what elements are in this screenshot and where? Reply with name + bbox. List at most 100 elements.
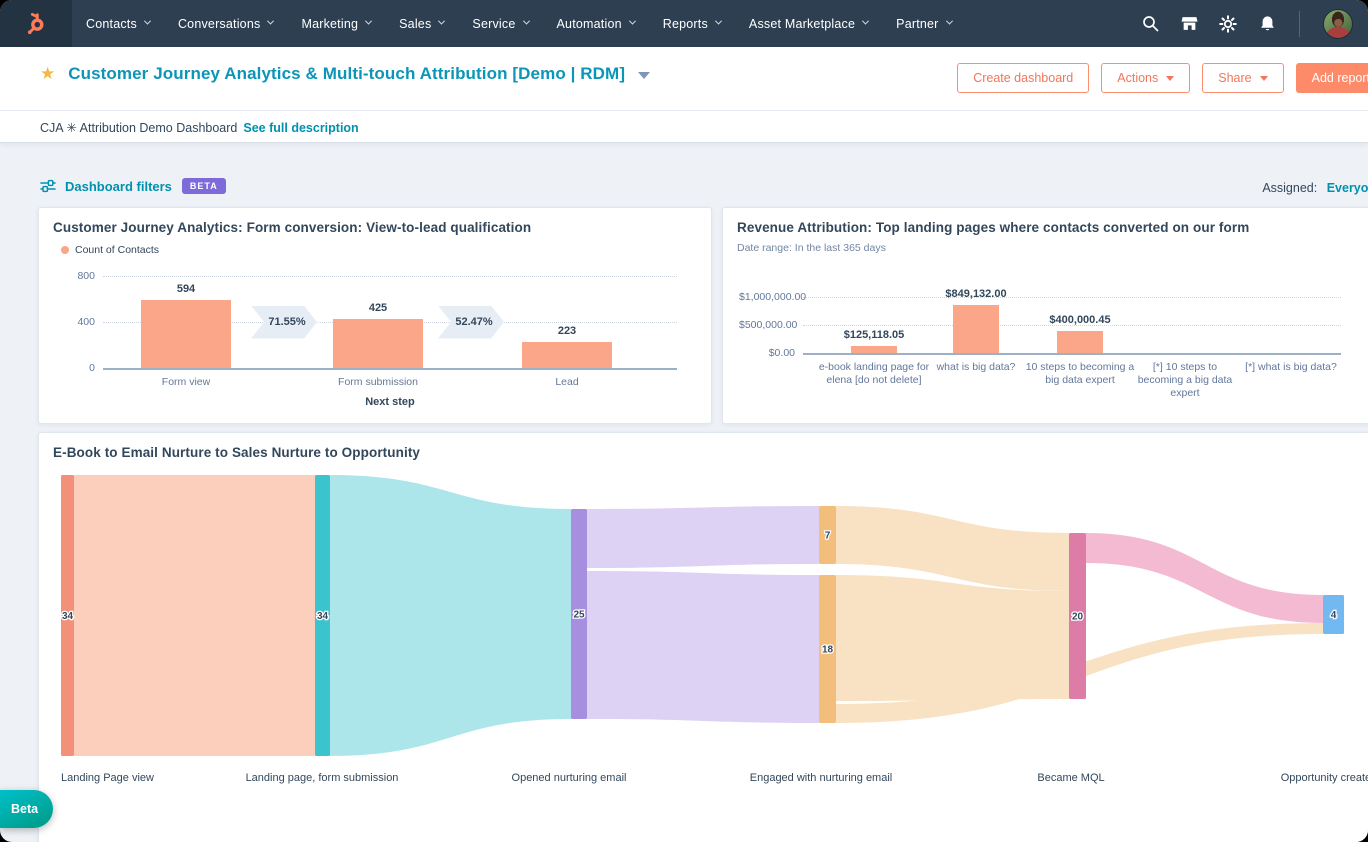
- revenue-attribution-chart: $0.00 $500,000.00 $1,000,000.00 $125,118.05…: [739, 288, 1368, 419]
- hubspot-logo[interactable]: [0, 0, 72, 47]
- nav-item-label: Asset Marketplace: [748, 16, 856, 31]
- sankey-node-n4b[interactable]: [819, 575, 836, 723]
- legend-label: Count of Contacts: [75, 244, 160, 256]
- legend-dot: [61, 246, 69, 254]
- sankey-link-n3-n4a[interactable]: [587, 506, 819, 568]
- gridline: [803, 297, 1341, 298]
- nav-item-label: Conversations: [177, 16, 261, 31]
- top-nav: Contacts Conversations Marketing Sales Servi…: [0, 0, 1368, 47]
- bar-1[interactable]: [851, 345, 897, 353]
- assigned-value-link[interactable]: Everyone can: [1326, 181, 1368, 195]
- nav-item-reports[interactable]: Reports: [663, 17, 722, 31]
- sankey-link-n1-n2[interactable]: [74, 475, 315, 756]
- see-full-description-link[interactable]: See full description: [243, 120, 359, 135]
- sankey-node-value: 34: [62, 611, 74, 622]
- sankey-node-n3[interactable]: [571, 509, 587, 719]
- nav-item-conversations[interactable]: Conversations: [177, 16, 275, 31]
- sankey-stage-label: Engaged with nurturing email: [750, 772, 892, 784]
- sankey-node-value: 18: [822, 645, 834, 656]
- actions-button[interactable]: Actions: [1101, 63, 1191, 93]
- bar-2[interactable]: [333, 319, 423, 368]
- sankey-link-n5-n6[interactable]: [1086, 533, 1323, 623]
- y-tick-label: 400: [77, 316, 95, 328]
- settings-icon[interactable]: [1219, 14, 1237, 33]
- x-axis-title: Next step: [365, 396, 415, 408]
- sankey-link-n4b-n5[interactable]: [836, 575, 1069, 701]
- marketplace-icon[interactable]: [1180, 15, 1198, 33]
- report-title: Customer Journey Analytics: Form convers…: [53, 220, 532, 235]
- assigned-row: Assigned: Everyone can: [1262, 181, 1368, 195]
- chevron-down-icon: [365, 17, 373, 25]
- chevron-down-icon: [628, 17, 636, 25]
- caret-down-icon: [1166, 75, 1175, 81]
- create-dashboard-button[interactable]: Create dashboard: [957, 63, 1090, 93]
- sankey-link-n4a-n5[interactable]: [836, 506, 1069, 591]
- sankey-stage-label: Became MQL: [1037, 772, 1104, 784]
- nav-item-automation[interactable]: Automation: [557, 17, 636, 31]
- journey-sankey-chart: 34 34 25 7 18 20 4 Landing Page view Landing pag…: [61, 475, 1368, 784]
- report-card-journey-sankey: E-Book to Email Nurture to Sales Nurture…: [38, 432, 1368, 842]
- sankey-node-n1[interactable]: [61, 475, 74, 756]
- bar-2[interactable]: [953, 305, 999, 353]
- bar-value-label: $400,000.45: [1049, 313, 1111, 326]
- beta-pill-button[interactable]: Beta: [0, 790, 54, 828]
- report-card-revenue-attribution: Revenue Attribution: Top landing pages w…: [722, 207, 1368, 424]
- nav-item-sales[interactable]: Sales: [399, 16, 446, 31]
- chevron-down-icon: [945, 17, 953, 25]
- bar-value-label: 223: [557, 325, 577, 338]
- nav-item-label: Partner: [896, 16, 939, 31]
- dashboard-filters-row: Dashboard filters BETA: [40, 178, 226, 194]
- nav-item-label: Service: [472, 16, 516, 31]
- header-divider: [0, 110, 1368, 111]
- dashboard-switcher-caret-icon[interactable]: [638, 72, 651, 79]
- x-axis-line: [803, 353, 1341, 355]
- x-category-label: Lead: [555, 376, 579, 388]
- dashboard-filters-toggle[interactable]: Dashboard filters: [65, 178, 172, 194]
- sankey-node-value: 34: [317, 611, 329, 622]
- bar-value-label: $849,132.00: [945, 288, 1007, 301]
- filters-icon: [40, 179, 56, 193]
- sankey-link-n2-n3[interactable]: [330, 475, 571, 756]
- add-report-label: Add report: [1311, 71, 1368, 85]
- favorite-star-icon[interactable]: ★: [40, 64, 56, 83]
- date-range-label: Date range: In the last 365 days: [737, 242, 886, 254]
- beta-badge: BETA: [181, 178, 226, 194]
- nav-item-contacts[interactable]: Contacts: [86, 16, 151, 31]
- y-tick-label: 0: [89, 362, 95, 374]
- actions-label: Actions: [1117, 71, 1159, 85]
- nav-item-marketing[interactable]: Marketing: [301, 17, 373, 31]
- nav-item-partner[interactable]: Partner: [896, 16, 953, 31]
- nav-menu: Contacts Conversations Marketing Sales Servi…: [86, 16, 953, 31]
- user-avatar[interactable]: [1323, 8, 1353, 39]
- sankey-node-n6[interactable]: [1323, 595, 1344, 634]
- title-row: ★ Customer Journey Analytics & Multi-tou…: [40, 64, 651, 84]
- hubspot-sprocket-icon: [27, 12, 44, 34]
- chevron-down-icon: [267, 17, 275, 25]
- chevron-down-icon: [714, 17, 722, 25]
- bar-3[interactable]: [522, 342, 612, 368]
- nav-item-label: Sales: [399, 16, 432, 31]
- bar-1[interactable]: [141, 299, 231, 368]
- page-title: Customer Journey Analytics & Multi-touch…: [68, 64, 626, 83]
- add-report-button[interactable]: Add report: [1295, 63, 1368, 93]
- nav-item-service[interactable]: Service: [472, 16, 530, 31]
- x-category-label: Form submission: [338, 376, 418, 388]
- x-category-label: Form view: [161, 376, 211, 388]
- sankey-node-n5[interactable]: [1069, 533, 1086, 699]
- conversion-rate-badge: 52.47%: [438, 305, 504, 339]
- sankey-node-n4a[interactable]: [819, 506, 836, 564]
- bar-value-label: 594: [176, 282, 196, 295]
- x-category-label: [*] 10 steps to becoming a big data expe…: [1137, 361, 1233, 399]
- gridline: [803, 325, 1341, 326]
- sankey-node-n2[interactable]: [315, 475, 330, 756]
- notifications-icon[interactable]: [1258, 15, 1276, 33]
- search-icon[interactable]: [1141, 15, 1159, 33]
- share-button[interactable]: Share: [1202, 63, 1284, 93]
- nav-item-label: Contacts: [86, 16, 137, 31]
- sankey-stage-label: Landing page, form submission: [246, 772, 399, 784]
- bar-3[interactable]: [1057, 330, 1103, 353]
- report-title: Revenue Attribution: Top landing pages w…: [737, 220, 1250, 235]
- nav-item-asset-marketplace[interactable]: Asset Marketplace: [748, 16, 870, 31]
- sankey-link-n3-n4b[interactable]: [587, 571, 819, 723]
